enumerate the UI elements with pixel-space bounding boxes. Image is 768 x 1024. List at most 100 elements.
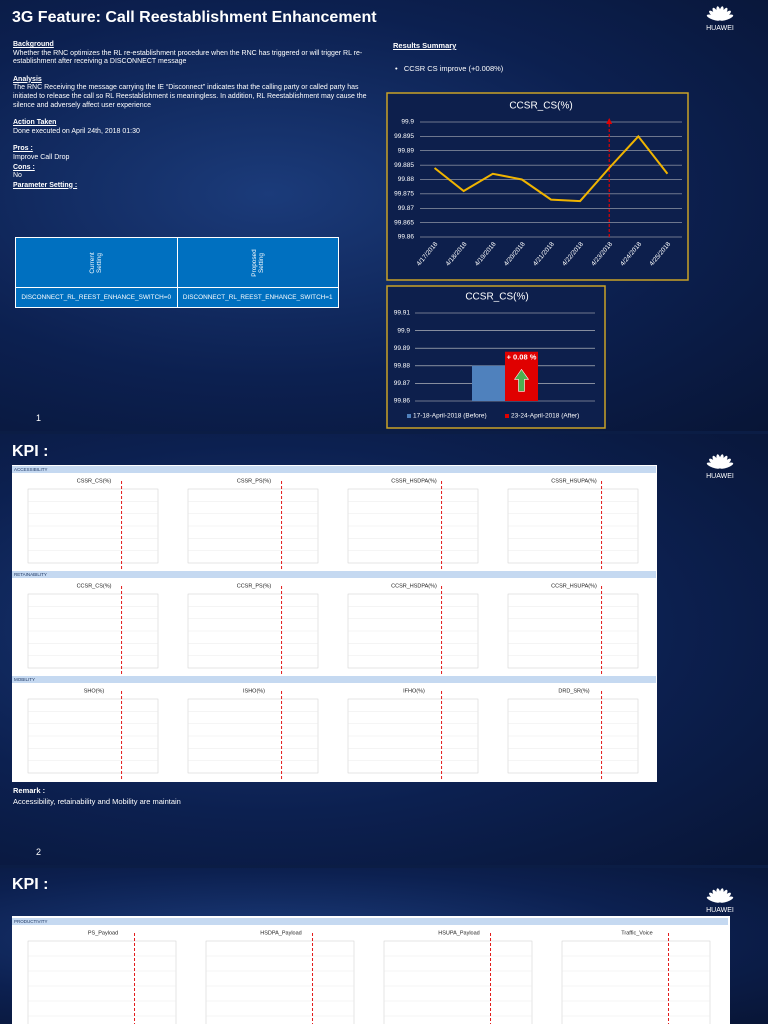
section: Action Taken Done executed on April 24th,… xyxy=(13,119,369,136)
table-cell: DISCONNECT_RL_REEST_ENHANCE_SWITCH=0 xyxy=(15,287,178,308)
bullet-text: CCSR CS improve (+0.008%) xyxy=(403,64,504,73)
remark: Accessibility, retainability and Mobilit… xyxy=(13,797,181,806)
thumb-plot xyxy=(205,940,355,1024)
logo-petal xyxy=(719,462,734,469)
thumb-title: ISHO(%) xyxy=(243,688,265,694)
y-tick-label: 99.875 xyxy=(394,191,414,198)
logo: HUAWEI xyxy=(706,454,734,480)
y-tick-label: 99.9 xyxy=(397,327,410,334)
section: Pros : Improve Call Drop xyxy=(13,145,369,162)
thumb-title: DRD_SR(%) xyxy=(558,688,589,694)
marker-arrow-head xyxy=(606,118,613,124)
thumb-title: CSSR_HSDPA(%) xyxy=(391,478,437,484)
section: Background Whether the RNC optimizes the … xyxy=(13,41,369,67)
line xyxy=(433,134,669,203)
y-tick-label: 99.91 xyxy=(394,310,411,317)
thumb-title: HSUPA_Payload xyxy=(438,930,479,936)
logo-petal xyxy=(719,14,734,21)
text-column: Background Whether the RNC optimizes the … xyxy=(13,41,369,191)
thumb-plot xyxy=(27,940,177,1024)
thumb-title: HSDPA_Payload xyxy=(260,930,301,936)
thumb-title: CSSR_PS(%) xyxy=(237,478,271,484)
parameter-table: Current Setting Proposed Setting DISCONNE… xyxy=(15,237,339,308)
legend-swatch xyxy=(407,414,411,418)
section: Analysis The RNC Receiving the message ca… xyxy=(13,76,369,110)
section-text: No xyxy=(13,172,22,180)
thumb-title: CCSR_HSDPA(%) xyxy=(391,583,437,589)
bar xyxy=(472,365,505,401)
remark-heading: Remark : xyxy=(13,786,46,795)
group-label: RETAINABILITY xyxy=(14,572,47,577)
section-text: Whether the RNC optimizes the RL re-esta… xyxy=(13,49,363,66)
section: Parameter Setting : xyxy=(13,182,369,191)
group-label: PRODUCTIVITY xyxy=(14,919,48,924)
y-tick-label: 99.88 xyxy=(398,176,415,183)
group-label: ACCESSIBILITY xyxy=(14,467,48,472)
table-header: Proposed Setting xyxy=(250,248,265,277)
y-tick-label: 99.87 xyxy=(398,205,415,212)
y-tick-label: 99.865 xyxy=(394,219,414,226)
section-heading: Action Taken xyxy=(13,119,57,127)
chart-title: CCSR_CS(%) xyxy=(509,101,572,112)
thumb-title: CSSR_CS(%) xyxy=(77,478,112,484)
section-heading: Cons : xyxy=(13,163,35,171)
y-tick-label: 99.89 xyxy=(398,147,415,154)
thumb-title: CSSR_HSUPA(%) xyxy=(551,478,597,484)
slide-title: 3G Feature: Call Reestablishment Enhance… xyxy=(12,9,377,26)
section-heading: Pros : xyxy=(13,145,33,153)
thumb-plot xyxy=(383,940,533,1024)
y-tick-label: 99.895 xyxy=(394,133,414,140)
section-heading: Parameter Setting : xyxy=(13,181,78,189)
page-number: 2 xyxy=(36,847,42,857)
y-tick-label: 99.86 xyxy=(394,398,411,405)
y-tick-label: 99.88 xyxy=(394,363,411,370)
section-text: Done executed on April 24th, 2018 01:30 xyxy=(13,127,140,135)
logo-petal xyxy=(719,896,734,903)
section-heading: Analysis xyxy=(13,75,42,83)
y-tick-label: 99.885 xyxy=(394,162,414,169)
group-label: MOBILITY xyxy=(14,677,35,682)
legend-label: 17-18-April-2018 (Before) xyxy=(413,413,487,420)
section-text: Improve Call Drop xyxy=(13,153,70,161)
thumb-title: PS_Payload xyxy=(88,930,118,936)
group-band xyxy=(12,676,656,683)
results-heading: Results Summary xyxy=(393,41,457,50)
annotation: + 0.08 % xyxy=(507,353,537,362)
section: Cons : No xyxy=(13,164,369,181)
up-arrow xyxy=(513,368,530,392)
y-tick-label: 99.89 xyxy=(394,345,411,352)
thumb-title: CCSR_CS(%) xyxy=(77,583,112,589)
results-bullet: • CCSR CS improve (+0.008%) xyxy=(395,64,504,73)
group-band xyxy=(12,571,656,578)
logo: HUAWEI xyxy=(706,6,734,32)
y-tick-label: 99.9 xyxy=(401,119,414,126)
slide-title: KPI : xyxy=(12,443,49,460)
logo-text: HUAWEI xyxy=(706,473,734,480)
thumb-title: SHO(%) xyxy=(84,688,105,694)
logo-text: HUAWEI xyxy=(706,907,734,914)
chart-frame xyxy=(386,285,606,429)
table-header: Current Setting xyxy=(89,251,104,274)
thumb-plot xyxy=(561,940,711,1024)
y-tick-label: 99.86 xyxy=(398,234,415,241)
thumb-title: Traffic_Voice xyxy=(621,930,653,936)
section-heading: Background xyxy=(13,41,54,48)
thumb-title: IFHO(%) xyxy=(403,688,425,694)
slide-title: KPI : xyxy=(12,876,49,893)
legend-label: 23-24-April-2018 (After) xyxy=(511,413,579,420)
group-band xyxy=(12,466,656,473)
legend-swatch xyxy=(505,414,509,418)
chart-frame xyxy=(386,92,689,281)
group-band xyxy=(12,918,728,925)
chart-title: CCSR_CS(%) xyxy=(465,292,528,303)
thumb-title: CCSR_HSUPA(%) xyxy=(551,583,597,589)
logo-text: HUAWEI xyxy=(706,25,734,32)
logo: HUAWEI xyxy=(706,888,734,914)
y-tick-label: 99.87 xyxy=(394,380,411,387)
table-cell: DISCONNECT_RL_REEST_ENHANCE_SWITCH=1 xyxy=(176,287,339,308)
section-text: The RNC Receiving the message carrying t… xyxy=(13,84,367,109)
page-number: 1 xyxy=(36,413,42,423)
thumb-title: CCSR_PS(%) xyxy=(237,583,272,589)
